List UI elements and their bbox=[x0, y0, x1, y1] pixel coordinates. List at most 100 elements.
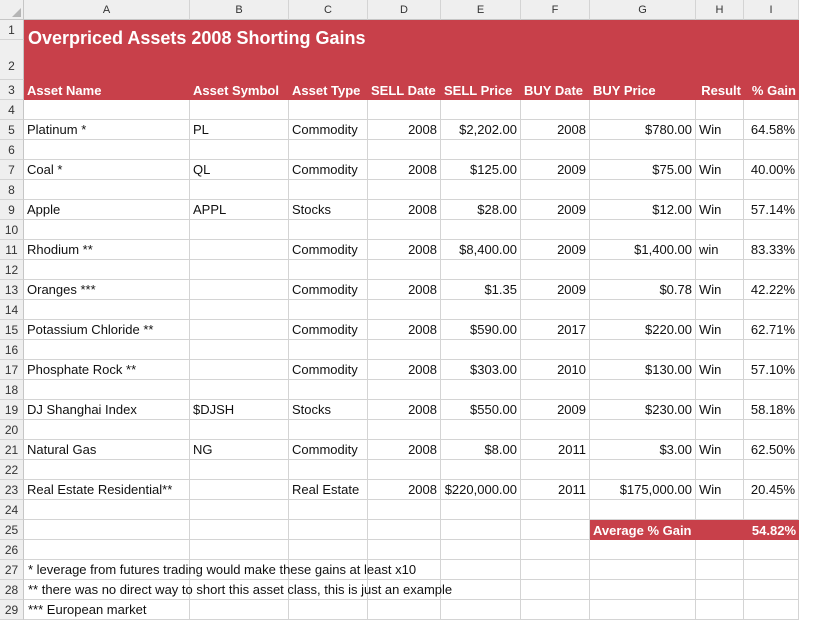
cell-name[interactable]: Potassium Chloride ** bbox=[24, 320, 190, 340]
cell-result[interactable]: Win bbox=[696, 160, 744, 180]
row-header-3[interactable]: 3 bbox=[0, 80, 24, 100]
column-header-I[interactable]: I bbox=[744, 0, 799, 20]
empty-cell[interactable] bbox=[521, 600, 590, 620]
empty-cell[interactable] bbox=[289, 220, 368, 240]
header-sell-price[interactable]: SELL Price bbox=[444, 82, 513, 98]
header-asset-name[interactable]: Asset Name bbox=[27, 82, 102, 98]
cell-buy-price[interactable]: $12.00 bbox=[590, 200, 696, 220]
cell-gain[interactable]: 40.00% bbox=[744, 160, 799, 180]
empty-cell[interactable] bbox=[521, 100, 590, 120]
cell-sell-date[interactable]: 2008 bbox=[368, 160, 441, 180]
cell-name[interactable]: Real Estate Residential** bbox=[24, 480, 190, 500]
empty-cell[interactable] bbox=[368, 460, 441, 480]
empty-cell[interactable] bbox=[190, 100, 289, 120]
cell-sell-date[interactable]: 2008 bbox=[368, 480, 441, 500]
cell-buy-price[interactable]: $780.00 bbox=[590, 120, 696, 140]
empty-cell[interactable] bbox=[744, 580, 799, 600]
empty-cell[interactable] bbox=[441, 540, 521, 560]
empty-cell[interactable] bbox=[190, 380, 289, 400]
row-header-11[interactable]: 11 bbox=[0, 240, 24, 260]
empty-cell[interactable] bbox=[190, 580, 289, 600]
empty-cell[interactable] bbox=[24, 560, 190, 580]
cell-buy-date[interactable]: 2009 bbox=[521, 240, 590, 260]
row-header-28[interactable]: 28 bbox=[0, 580, 24, 600]
empty-cell[interactable] bbox=[521, 560, 590, 580]
row-header-27[interactable]: 27 bbox=[0, 560, 24, 580]
column-header-G[interactable]: G bbox=[590, 0, 696, 20]
cell-result[interactable]: Win bbox=[696, 400, 744, 420]
column-header-C[interactable]: C bbox=[289, 0, 368, 20]
row-header-1[interactable]: 1 bbox=[0, 20, 24, 40]
row-header-19[interactable]: 19 bbox=[0, 400, 24, 420]
header-asset-symbol[interactable]: Asset Symbol bbox=[193, 82, 279, 98]
cell-buy-date[interactable]: 2009 bbox=[521, 280, 590, 300]
empty-cell[interactable] bbox=[744, 560, 799, 580]
empty-cell[interactable] bbox=[744, 380, 799, 400]
empty-cell[interactable] bbox=[696, 340, 744, 360]
header-buy-price[interactable]: BUY Price bbox=[593, 82, 656, 98]
cell-buy-date[interactable]: 2008 bbox=[521, 120, 590, 140]
empty-cell[interactable] bbox=[521, 300, 590, 320]
row-header-21[interactable]: 21 bbox=[0, 440, 24, 460]
cell-sell-price[interactable]: $2,202.00 bbox=[441, 120, 521, 140]
cell-symbol[interactable] bbox=[190, 320, 289, 340]
row-header-4[interactable]: 4 bbox=[0, 100, 24, 120]
cell-sell-price[interactable]: $550.00 bbox=[441, 400, 521, 420]
cell-type[interactable]: Commodity bbox=[289, 360, 368, 380]
empty-cell[interactable] bbox=[190, 560, 289, 580]
row-header-25[interactable]: 25 bbox=[0, 520, 24, 540]
cell-symbol[interactable]: PL bbox=[190, 120, 289, 140]
cell-buy-date[interactable]: 2017 bbox=[521, 320, 590, 340]
row-header-9[interactable]: 9 bbox=[0, 200, 24, 220]
empty-cell[interactable] bbox=[696, 460, 744, 480]
cell-buy-date[interactable]: 2009 bbox=[521, 200, 590, 220]
cell-type[interactable]: Commodity bbox=[289, 440, 368, 460]
empty-cell[interactable] bbox=[744, 220, 799, 240]
column-header-B[interactable]: B bbox=[190, 0, 289, 20]
cell-symbol[interactable]: QL bbox=[190, 160, 289, 180]
cell-sell-price[interactable]: $220,000.00 bbox=[441, 480, 521, 500]
empty-cell[interactable] bbox=[24, 380, 190, 400]
empty-cell[interactable] bbox=[24, 580, 190, 600]
cell-sell-date[interactable]: 2008 bbox=[368, 240, 441, 260]
cell-type[interactable]: Commodity bbox=[289, 280, 368, 300]
empty-cell[interactable] bbox=[24, 600, 190, 620]
cell-gain[interactable]: 42.22% bbox=[744, 280, 799, 300]
empty-cell[interactable] bbox=[696, 100, 744, 120]
empty-cell[interactable] bbox=[441, 340, 521, 360]
empty-cell[interactable] bbox=[590, 300, 696, 320]
empty-cell[interactable] bbox=[368, 300, 441, 320]
cell-buy-date[interactable]: 2009 bbox=[521, 160, 590, 180]
cell-gain[interactable]: 58.18% bbox=[744, 400, 799, 420]
row-header-13[interactable]: 13 bbox=[0, 280, 24, 300]
empty-cell[interactable] bbox=[289, 100, 368, 120]
empty-cell[interactable] bbox=[696, 180, 744, 200]
cell-type[interactable]: Stocks bbox=[289, 200, 368, 220]
empty-cell[interactable] bbox=[590, 580, 696, 600]
cell-result[interactable]: Win bbox=[696, 480, 744, 500]
empty-cell[interactable] bbox=[368, 260, 441, 280]
cell-sell-price[interactable]: $1.35 bbox=[441, 280, 521, 300]
empty-cell[interactable] bbox=[368, 560, 441, 580]
cell-type[interactable]: Commodity bbox=[289, 160, 368, 180]
empty-cell[interactable] bbox=[744, 340, 799, 360]
empty-cell[interactable] bbox=[190, 420, 289, 440]
empty-cell[interactable] bbox=[696, 220, 744, 240]
empty-cell[interactable] bbox=[590, 380, 696, 400]
empty-cell[interactable] bbox=[24, 180, 190, 200]
cell-sell-date[interactable]: 2008 bbox=[368, 320, 441, 340]
empty-cell[interactable] bbox=[24, 100, 190, 120]
empty-cell[interactable] bbox=[521, 580, 590, 600]
cell-result[interactable]: Win bbox=[696, 440, 744, 460]
cell-name[interactable]: Phosphate Rock ** bbox=[24, 360, 190, 380]
empty-cell[interactable] bbox=[190, 460, 289, 480]
empty-cell[interactable] bbox=[696, 600, 744, 620]
cell-buy-date[interactable]: 2010 bbox=[521, 360, 590, 380]
cell-type[interactable]: Commodity bbox=[289, 240, 368, 260]
cell-sell-price[interactable]: $590.00 bbox=[441, 320, 521, 340]
empty-cell[interactable] bbox=[521, 500, 590, 520]
empty-cell[interactable] bbox=[24, 500, 190, 520]
empty-cell[interactable] bbox=[590, 600, 696, 620]
cell-buy-price[interactable]: $1,400.00 bbox=[590, 240, 696, 260]
cell-sell-price[interactable]: $28.00 bbox=[441, 200, 521, 220]
